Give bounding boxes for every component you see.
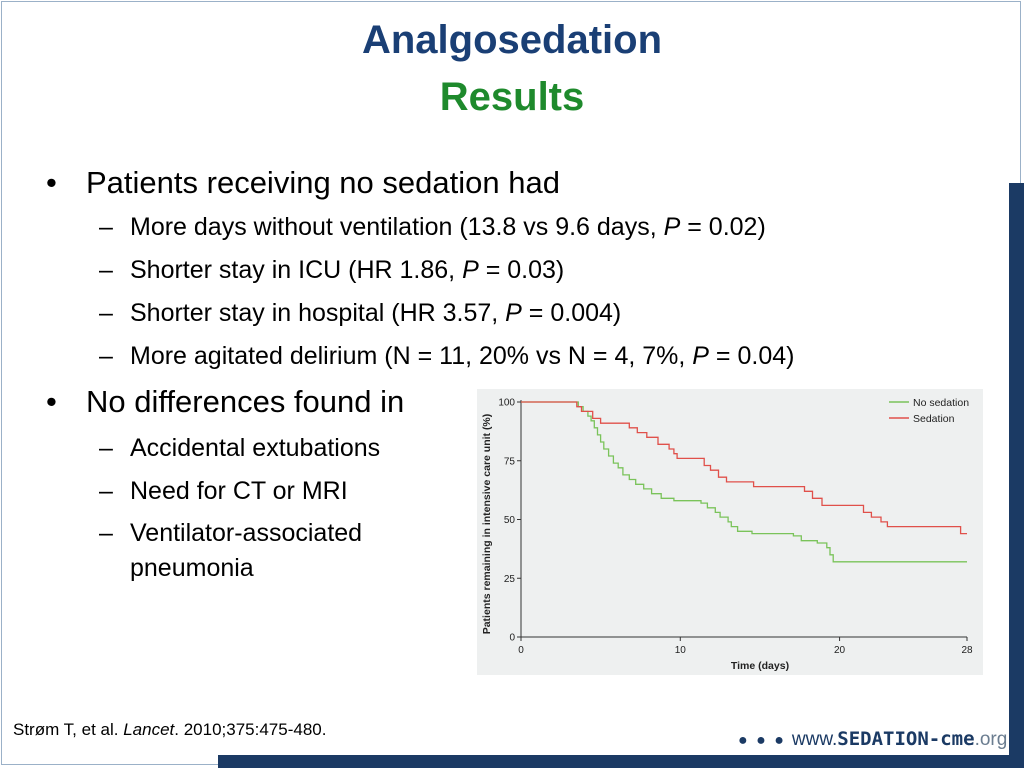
sub-vap: – Ventilator-associated (99, 518, 363, 548)
sub-ventilation: – More days without ventilation (13.8 vs… (99, 212, 766, 242)
chart-svg: 0 25 50 75 100 0 10 20 28 No sedation Sedation Pa… (481, 397, 973, 672)
sub-dash: – (99, 477, 113, 505)
bullet-no-sedation: • Patients receiving no sedation had (46, 165, 560, 201)
sub-text: Accidental extubations (130, 434, 381, 462)
p-symbol: P (462, 256, 479, 284)
y-axis-label: Patients remaining in intensive care uni… (481, 414, 493, 635)
sub-text: Shorter stay in ICU (HR 1.86, (130, 256, 463, 284)
sub-dash: – (99, 519, 113, 547)
p-symbol: P (505, 299, 522, 327)
x-tick-label-0: 0 (518, 645, 524, 656)
legend-label-sedation: Sedation (913, 413, 955, 425)
sub-text-end: = 0.02) (680, 213, 766, 241)
bullet-dot: • (46, 165, 57, 200)
sub-text-end: = 0.004) (521, 299, 622, 327)
y-tick-label-25: 25 (504, 574, 516, 585)
sub-text: Shorter stay in hospital (HR 3.57, (130, 299, 506, 327)
sub-dash: – (99, 342, 113, 370)
bullet-no-differences: • No differences found in (46, 384, 405, 420)
series-line-sedation (521, 401, 967, 535)
sub-text: Need for CT or MRI (130, 477, 348, 505)
y-tick-label-0: 0 (509, 633, 515, 644)
brand-tld: .org (974, 729, 1008, 750)
sub-vap-cont: pneumonia (130, 553, 254, 583)
brand-www: www. (791, 729, 838, 750)
sub-dash: – (99, 434, 113, 462)
citation-details: . 2010;375:475-480. (174, 720, 327, 739)
sub-delirium: – More agitated delirium (N = 11, 20% vs… (99, 341, 795, 371)
citation-journal: Lancet (123, 720, 175, 739)
citation-authors: Strøm T, et al. (13, 720, 124, 739)
sub-text: More days without ventilation (13.8 vs 9… (130, 213, 664, 241)
y-tick-label-100: 100 (498, 398, 515, 409)
sub-text: Ventilator-associated (130, 519, 363, 547)
brand-dots-icon: ● ● ● (738, 732, 786, 749)
p-symbol: P (692, 342, 709, 370)
slide-title: Analgosedation (361, 18, 663, 62)
brand-name: SEDATION-cme (837, 728, 975, 750)
accent-bar-right (1009, 183, 1024, 768)
accent-bar-bottom (218, 755, 1024, 768)
brand-logo: ● ● ● www.SEDATION-cme.org (738, 726, 1007, 754)
citation: Strøm T, et al. Lancet. 2010;375:475-480… (13, 719, 326, 741)
x-tick-label-28: 28 (961, 645, 973, 656)
sub-dash: – (99, 299, 113, 327)
p-symbol: P (663, 213, 681, 241)
x-tick-label-20: 20 (834, 645, 846, 656)
sub-icu-stay: – Shorter stay in ICU (HR 1.86, P = 0.03… (99, 255, 565, 285)
sub-extubations: – Accidental extubations (99, 433, 381, 463)
sub-text-end: = 0.03) (478, 256, 565, 284)
sub-text: More agitated delirium (N = 11, 20% vs N… (130, 342, 693, 370)
sub-ct-mri: – Need for CT or MRI (99, 476, 348, 506)
slide-subtitle: Results (439, 75, 585, 119)
bullet-text: No differences found in (86, 384, 405, 419)
series-line-no-sedation (521, 401, 967, 563)
sub-hospital-stay: – Shorter stay in hospital (HR 3.57, P =… (99, 298, 622, 328)
sub-text: pneumonia (130, 554, 254, 582)
sub-text-end: = 0.04) (708, 342, 795, 370)
sub-dash: – (99, 256, 113, 284)
y-tick-label-50: 50 (504, 515, 516, 526)
y-tick-label-75: 75 (504, 456, 516, 467)
x-tick-label-10: 10 (675, 645, 687, 656)
bullet-text: Patients receiving no sedation had (86, 165, 560, 200)
sub-dash: – (99, 213, 113, 241)
legend-label-no-sedation: No sedation (913, 397, 969, 409)
x-axis-label: Time (days) (731, 660, 789, 672)
bullet-dot: • (46, 384, 57, 419)
survival-chart: 0 25 50 75 100 0 10 20 28 No sedation Sedation Pa… (477, 389, 983, 675)
